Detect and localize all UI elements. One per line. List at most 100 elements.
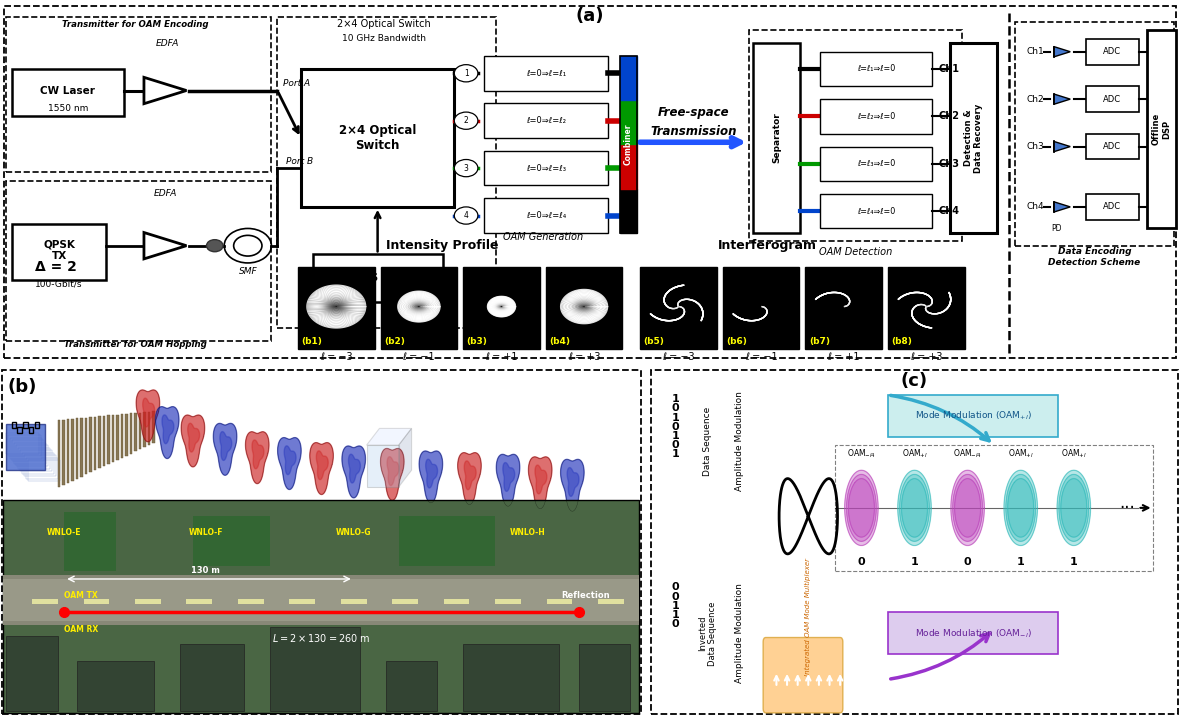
Polygon shape — [951, 470, 984, 546]
Bar — [386, 661, 438, 711]
Bar — [299, 267, 375, 349]
Bar — [889, 612, 1058, 654]
Bar — [24, 422, 27, 427]
Bar — [85, 417, 87, 475]
Text: Ch1: Ch1 — [938, 64, 959, 74]
Polygon shape — [902, 479, 927, 537]
Polygon shape — [955, 479, 981, 537]
Text: 0: 0 — [671, 619, 680, 629]
Text: 2×4 Optical Switch: 2×4 Optical Switch — [336, 19, 431, 29]
Bar — [148, 412, 151, 445]
Polygon shape — [845, 470, 878, 546]
Text: Detection &
Data Recovery: Detection & Data Recovery — [964, 103, 983, 173]
Bar — [17, 445, 48, 466]
Bar — [950, 43, 997, 233]
Text: Interferogram: Interferogram — [717, 239, 817, 252]
Text: OAM$_{-l4}$: OAM$_{-l4}$ — [847, 447, 876, 460]
Bar — [84, 599, 110, 604]
Polygon shape — [316, 451, 328, 480]
Text: Transmission: Transmission — [650, 125, 736, 138]
Text: ℓ = −3: ℓ = −3 — [662, 352, 695, 362]
Bar — [4, 579, 638, 621]
Text: (b4): (b4) — [549, 337, 570, 346]
Bar — [112, 415, 114, 462]
Bar — [1015, 22, 1174, 246]
Text: ADC: ADC — [1103, 95, 1121, 104]
Text: 1: 1 — [464, 69, 468, 77]
Text: 1: 1 — [671, 412, 680, 422]
Text: Inverted
Data Sequence: Inverted Data Sequence — [697, 601, 717, 665]
Polygon shape — [535, 465, 546, 494]
Text: Port B: Port B — [286, 157, 313, 166]
Bar — [889, 267, 965, 349]
Bar — [30, 427, 33, 432]
Bar — [6, 17, 271, 172]
Bar — [835, 445, 1154, 571]
Text: Offline
DSP: Offline DSP — [1152, 113, 1172, 146]
Text: QPSK
TX: QPSK TX — [42, 239, 76, 261]
Polygon shape — [1061, 479, 1087, 537]
Text: Ch4: Ch4 — [1027, 202, 1044, 212]
Polygon shape — [188, 423, 199, 452]
Text: ···: ··· — [1119, 499, 1135, 517]
Bar — [71, 419, 74, 480]
Text: ℓ=ℓ₃⇒ℓ=0: ℓ=ℓ₃⇒ℓ=0 — [857, 159, 896, 168]
Text: OAM$_{+l}$: OAM$_{+l}$ — [1061, 447, 1087, 460]
Bar — [120, 414, 124, 457]
Polygon shape — [503, 462, 514, 491]
Bar — [34, 422, 39, 427]
Polygon shape — [1008, 479, 1034, 537]
Text: 0: 0 — [671, 422, 680, 432]
Bar — [277, 17, 496, 328]
Bar — [820, 99, 932, 133]
Circle shape — [454, 159, 478, 176]
Bar — [12, 422, 17, 427]
Text: Amplitude Modulation: Amplitude Modulation — [735, 584, 743, 683]
Text: WNLO-F: WNLO-F — [189, 528, 223, 537]
Text: OAM$_{-l4}$: OAM$_{-l4}$ — [953, 447, 982, 460]
Text: ℓ = +1: ℓ = +1 — [485, 352, 518, 362]
Bar — [117, 414, 119, 460]
Text: Separator: Separator — [772, 113, 781, 163]
Circle shape — [454, 65, 478, 82]
Text: Ch4: Ch4 — [938, 206, 959, 217]
Polygon shape — [367, 429, 412, 445]
Bar — [12, 69, 124, 116]
Polygon shape — [458, 452, 481, 505]
Bar — [620, 56, 637, 100]
Bar — [341, 599, 367, 604]
Text: (b8): (b8) — [892, 337, 912, 346]
Bar — [620, 189, 637, 233]
Text: ℓ = −1: ℓ = −1 — [402, 352, 435, 362]
Polygon shape — [1054, 94, 1070, 104]
Bar — [14, 442, 46, 464]
Bar — [67, 419, 70, 483]
Bar — [63, 419, 65, 485]
Text: 1: 1 — [671, 450, 680, 460]
Text: OAM Generation: OAM Generation — [503, 232, 583, 242]
Bar — [181, 645, 244, 711]
Text: Free-space: Free-space — [657, 105, 729, 118]
Text: WNLO-E: WNLO-E — [47, 528, 81, 537]
Text: Reflection: Reflection — [560, 592, 610, 600]
Text: EDFA: EDFA — [153, 189, 177, 199]
Bar — [1147, 30, 1176, 229]
Bar — [22, 452, 54, 474]
Text: ℓ=ℓ₂⇒ℓ=0: ℓ=ℓ₂⇒ℓ=0 — [857, 112, 896, 121]
Text: ℓ=ℓ₄⇒ℓ=0: ℓ=ℓ₄⇒ℓ=0 — [857, 206, 896, 216]
Text: OAM$_{+l}$: OAM$_{+l}$ — [902, 447, 927, 460]
Text: ℓ=0⇒ℓ=ℓ₁: ℓ=0⇒ℓ=ℓ₁ — [525, 69, 566, 77]
Bar — [620, 56, 637, 233]
Text: (b7): (b7) — [809, 337, 830, 346]
Text: 0: 0 — [671, 592, 680, 602]
Bar — [463, 645, 559, 711]
Text: 1550 nm: 1550 nm — [47, 104, 88, 113]
Text: 1: 1 — [911, 557, 918, 567]
Text: (b2): (b2) — [384, 337, 405, 346]
Polygon shape — [952, 475, 983, 541]
Text: Ch1: Ch1 — [1027, 47, 1044, 56]
Text: 0: 0 — [671, 404, 680, 413]
Polygon shape — [348, 454, 360, 483]
Bar — [130, 414, 132, 454]
Bar — [820, 194, 932, 229]
